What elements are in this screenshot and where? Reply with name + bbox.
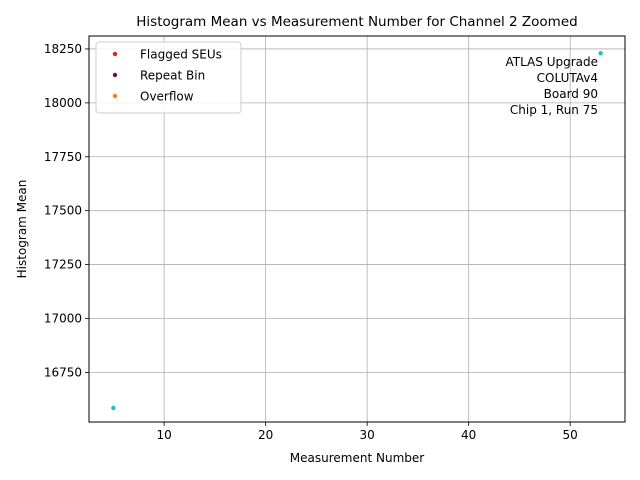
- y-tick-label: 17000: [44, 311, 82, 325]
- x-tick-label: 50: [563, 428, 578, 442]
- y-tick-label: 17750: [44, 150, 82, 164]
- legend: Flagged SEUs Repeat Bin Overflow: [95, 41, 242, 114]
- legend-marker: [112, 93, 118, 99]
- data-points: [111, 51, 603, 411]
- legend-label: Overflow: [140, 90, 194, 104]
- x-tick-label: 30: [360, 428, 375, 442]
- y-tick-label: 18250: [44, 42, 82, 56]
- data-point: [111, 405, 116, 411]
- x-axis-label: Measurement Number: [290, 451, 424, 465]
- annotation-line: ATLAS Upgrade: [505, 55, 598, 69]
- y-axis-ticks: 16750 17000 17250 17500 17750 18000 18250: [44, 42, 89, 379]
- x-axis-ticks: 10 20 30 40 50: [156, 422, 578, 442]
- y-tick-label: 18000: [44, 96, 82, 110]
- y-tick-label: 17500: [44, 204, 82, 218]
- legend-box: [95, 41, 242, 114]
- y-tick-label: 17250: [44, 258, 82, 272]
- y-axis-label: Histogram Mean: [15, 180, 29, 279]
- annotation-line: Board 90: [544, 87, 598, 101]
- legend-marker: [112, 51, 118, 57]
- y-tick-label: 16750: [44, 365, 82, 379]
- x-tick-label: 40: [461, 428, 476, 442]
- data-point: [598, 51, 603, 56]
- annotation-text: ATLAS Upgrade COLUTAv4 Board 90 Chip 1, Run…: [505, 55, 598, 117]
- legend-marker: [112, 72, 118, 78]
- plot-frame: [88, 35, 626, 423]
- annotation-line: Chip 1, Run 75: [510, 103, 598, 117]
- x-tick-label: 10: [156, 428, 171, 442]
- chart-title: Histogram Mean vs Measurement Number for…: [136, 14, 577, 30]
- x-tick-label: 20: [258, 428, 273, 442]
- annotation-line: COLUTAv4: [537, 71, 598, 85]
- legend-label: Repeat Bin: [140, 69, 205, 83]
- legend-label: Flagged SEUs: [140, 48, 222, 62]
